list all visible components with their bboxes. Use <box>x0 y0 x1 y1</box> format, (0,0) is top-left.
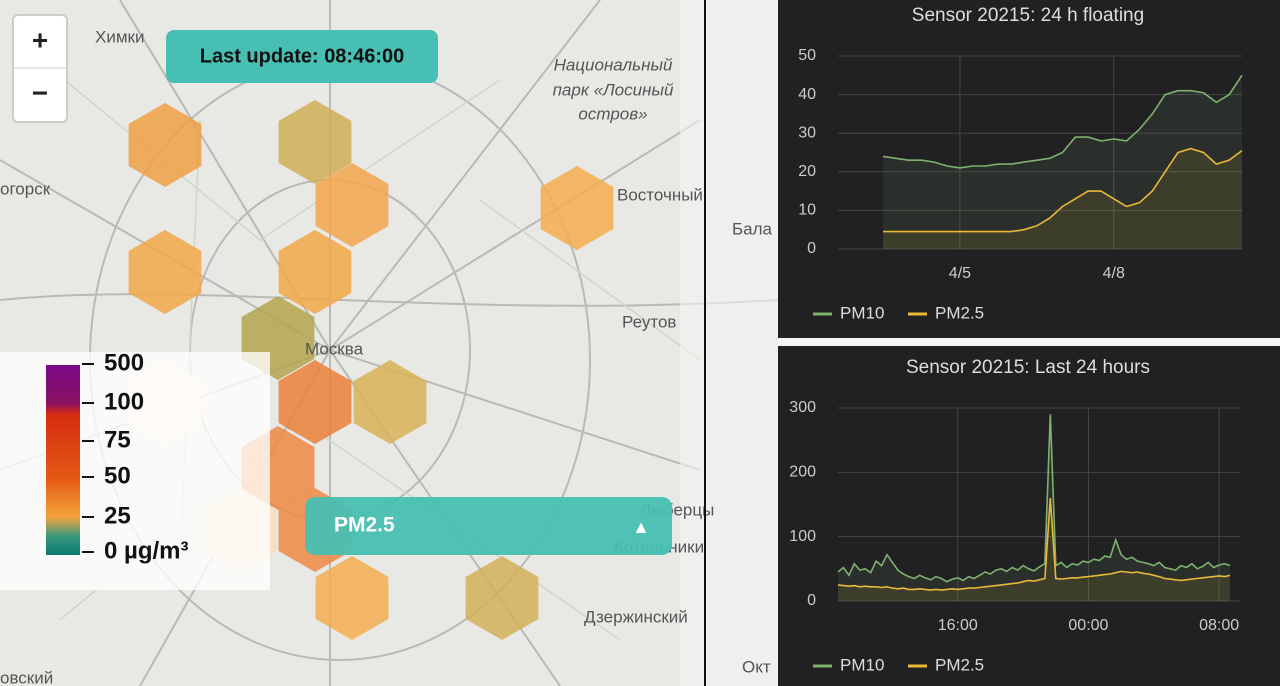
x-tick-label: 08:00 <box>1199 617 1239 634</box>
color-scale <box>46 365 80 555</box>
selector-icon[interactable]: ▲ <box>632 517 650 537</box>
legend-bg <box>0 352 270 590</box>
x-tick-label: 4/8 <box>1103 265 1125 282</box>
legend-label: PM2.5 <box>935 655 984 674</box>
heat-cell <box>278 360 352 444</box>
place-label: Окт <box>742 657 771 676</box>
legend-label: 100 <box>104 388 144 415</box>
y-tick-label: 300 <box>789 399 816 416</box>
area <box>838 498 1230 601</box>
x-tick-label: 16:00 <box>938 617 978 634</box>
place-label: Дзержинский <box>584 607 688 626</box>
legend-label: 25 <box>104 502 131 529</box>
y-tick-label: 100 <box>789 528 816 545</box>
place-label: овский <box>0 668 53 686</box>
heat-cell <box>315 556 389 640</box>
y-tick-label: 40 <box>798 86 816 103</box>
legend-label: PM10 <box>840 303 884 322</box>
heat-cell <box>465 556 539 640</box>
panel-gap <box>778 338 1280 346</box>
chart-title: Sensor 20215: 24 h floating <box>912 5 1144 26</box>
place-label: Москва <box>305 339 364 358</box>
selector-value[interactable]: PM2.5 <box>334 514 395 537</box>
heat-cell <box>278 100 352 184</box>
area <box>883 148 1242 249</box>
place-label: остров» <box>578 104 647 123</box>
line <box>883 147 1243 233</box>
place-label: Восточный <box>617 185 703 204</box>
line <box>837 498 1231 591</box>
y-tick-label: 200 <box>789 464 816 481</box>
place-label: Бала <box>732 219 773 238</box>
update-pill <box>166 30 438 83</box>
legend-label: PM10 <box>840 655 884 674</box>
panel <box>778 346 1280 686</box>
y-tick-label: 30 <box>798 124 816 141</box>
map[interactable]: Химки Национальный парк «Лосиный остров»… <box>0 0 779 686</box>
zoom-in[interactable]: + <box>32 24 48 55</box>
heat-cell <box>128 230 202 314</box>
legend-label: 0 µg/m³ <box>104 537 189 564</box>
heat-cell <box>540 166 614 250</box>
place-label: Национальный <box>554 55 673 74</box>
heat-cell <box>353 360 427 444</box>
area <box>838 414 1230 601</box>
charts: Sensor 20215: 24 h floating 0 10 20 30 40 50 4/… <box>789 5 1243 674</box>
place-label: Химки <box>95 27 144 46</box>
place-label: Реутов <box>622 312 676 331</box>
x-tick-label: 4/5 <box>949 265 971 282</box>
area <box>883 75 1242 249</box>
heat-cell <box>128 103 202 187</box>
legend-label: PM2.5 <box>935 303 984 322</box>
pollutant-selector[interactable] <box>305 497 672 555</box>
y-tick-label: 0 <box>807 592 816 609</box>
last-update: Last update: 08:46:00 <box>200 45 405 67</box>
zoom-out[interactable]: − <box>32 77 48 108</box>
legend-label: 500 <box>104 349 144 376</box>
heat-cells <box>128 100 614 640</box>
legend: 500 100 75 50 25 0 µg/m³ <box>0 349 270 590</box>
y-tick-label: 10 <box>798 202 816 219</box>
chart-title: Sensor 20215: Last 24 hours <box>906 357 1150 378</box>
x-tick-label: 00:00 <box>1068 617 1108 634</box>
heat-cell <box>278 230 352 314</box>
line <box>882 74 1243 169</box>
place-label: огорск <box>0 179 51 198</box>
y-tick-label: 0 <box>807 240 816 257</box>
y-tick-label: 20 <box>798 163 816 180</box>
line <box>837 414 1231 583</box>
heat-cell <box>315 163 389 247</box>
legend-label: 75 <box>104 426 131 453</box>
y-tick-label: 50 <box>798 47 816 64</box>
zoom-control: + − <box>12 14 68 123</box>
place-label: парк «Лосиный <box>553 80 674 99</box>
fade <box>680 0 778 686</box>
legend-label: 50 <box>104 462 131 489</box>
